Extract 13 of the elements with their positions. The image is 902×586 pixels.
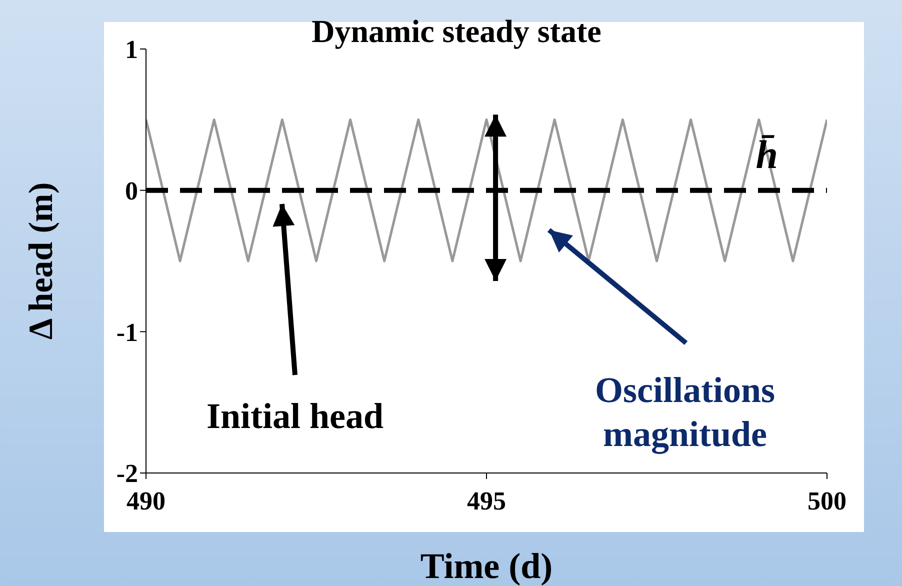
y-tick-label: -1 (116, 318, 138, 347)
y-tick-label: 0 (125, 176, 138, 206)
y-tick-label: -2 (116, 459, 138, 488)
y-tick-label: 1 (125, 35, 138, 64)
y-axis-title: Δ head (m) (23, 182, 60, 340)
annotation: Initial head (206, 396, 384, 436)
x-tick-label: 490 (126, 486, 166, 516)
annotation: Oscillations magnitude (594, 370, 776, 454)
x-axis-title: Time (d) (420, 546, 553, 586)
x-tick-label: 495 (467, 486, 506, 516)
x-tick-label: 500 (808, 486, 846, 516)
annotation: h̄ (756, 132, 778, 177)
chart-title: Dynamic steady state (312, 13, 602, 49)
